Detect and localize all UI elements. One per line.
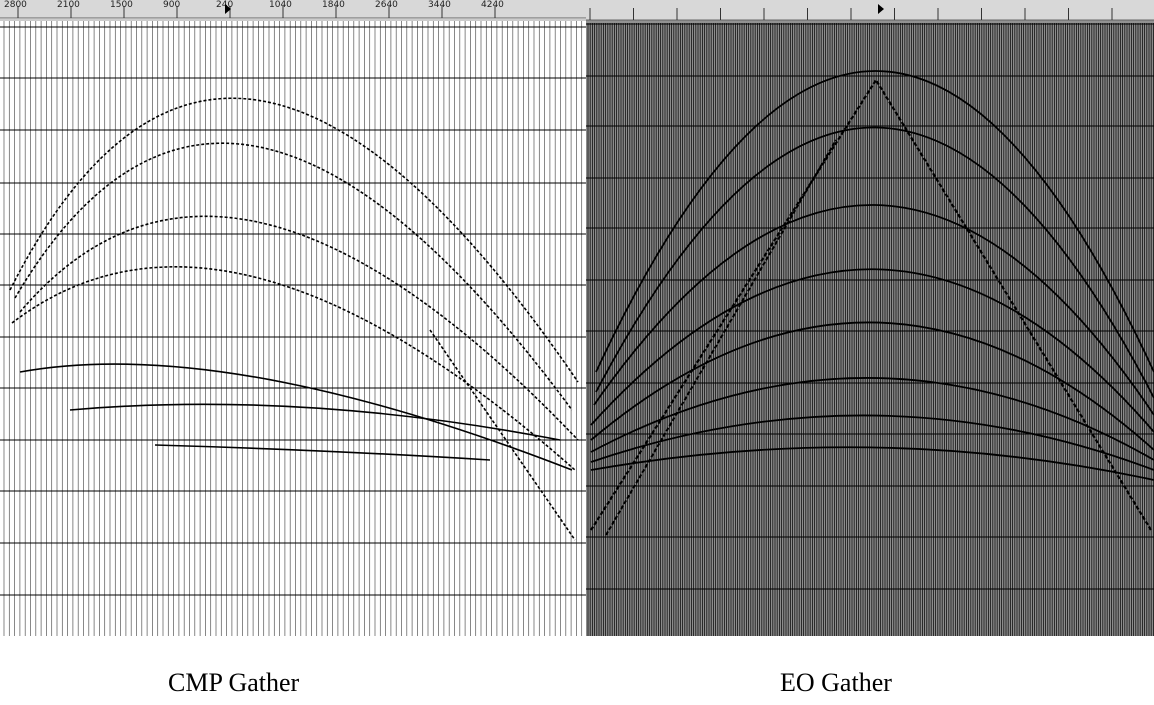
cmp-gather-seismic-plot: 2800 2100 1500 900 240 1040 1840 2640 3440 4240 bbox=[0, 0, 586, 636]
cmp-gather-caption: CMP Gather bbox=[168, 668, 300, 697]
ruler-tick-label: 1840 bbox=[322, 0, 345, 10]
reflection-event bbox=[590, 446, 1154, 481]
offset-ruler[interactable] bbox=[586, 0, 1154, 23]
reflection-event bbox=[590, 321, 1154, 451]
reflection-event bbox=[590, 377, 1154, 461]
reflection-event bbox=[9, 97, 579, 383]
ruler-tick-label: 240 bbox=[216, 0, 233, 10]
reflection-event bbox=[595, 126, 1154, 399]
ruler-tick-label: 3440 bbox=[428, 0, 451, 10]
timing-lines bbox=[0, 26, 586, 596]
reflection-event bbox=[590, 268, 1154, 433]
ruler-tick-label: 2100 bbox=[57, 0, 80, 10]
reflection-event bbox=[605, 139, 837, 536]
reflection-event bbox=[69, 403, 561, 441]
ruler-tick-label: 900 bbox=[163, 0, 180, 10]
cmp-gather-panel: 2800 2100 1500 900 240 1040 1840 2640 3440 4240 bbox=[0, 0, 586, 636]
ruler-tick-label: 2800 bbox=[4, 0, 27, 10]
cursor-marker-icon[interactable] bbox=[878, 4, 884, 14]
reflection-event bbox=[590, 414, 1154, 471]
reflection-event bbox=[429, 329, 576, 541]
reflection-events bbox=[9, 97, 579, 541]
trace-lines bbox=[587, 23, 1154, 636]
timing-lines bbox=[586, 23, 1154, 590]
reflection-event bbox=[593, 204, 1154, 416]
ruler-tick-label: 1040 bbox=[269, 0, 292, 10]
cursor-marker-icon[interactable] bbox=[225, 4, 231, 14]
reflection-event bbox=[19, 363, 573, 471]
eo-gather-seismic-plot bbox=[586, 0, 1154, 636]
eo-gather-panel bbox=[586, 0, 1154, 636]
reflection-event bbox=[590, 77, 1152, 531]
reflection-event bbox=[595, 70, 1154, 373]
ruler-tick-label: 2640 bbox=[375, 0, 398, 10]
plot-background bbox=[0, 0, 586, 636]
reflection-event bbox=[19, 215, 579, 441]
eo-gather-caption: EO Gather bbox=[780, 668, 892, 697]
reflection-event bbox=[11, 266, 576, 471]
reflection-events bbox=[590, 70, 1154, 536]
ruler-tick-label: 4240 bbox=[481, 0, 504, 10]
offset-ruler[interactable]: 2800 2100 1500 900 240 1040 1840 2640 3440 4240 bbox=[0, 0, 586, 21]
reflection-event bbox=[14, 142, 573, 411]
reflection-event bbox=[154, 444, 491, 461]
ruler-tick-label: 1500 bbox=[110, 0, 133, 10]
